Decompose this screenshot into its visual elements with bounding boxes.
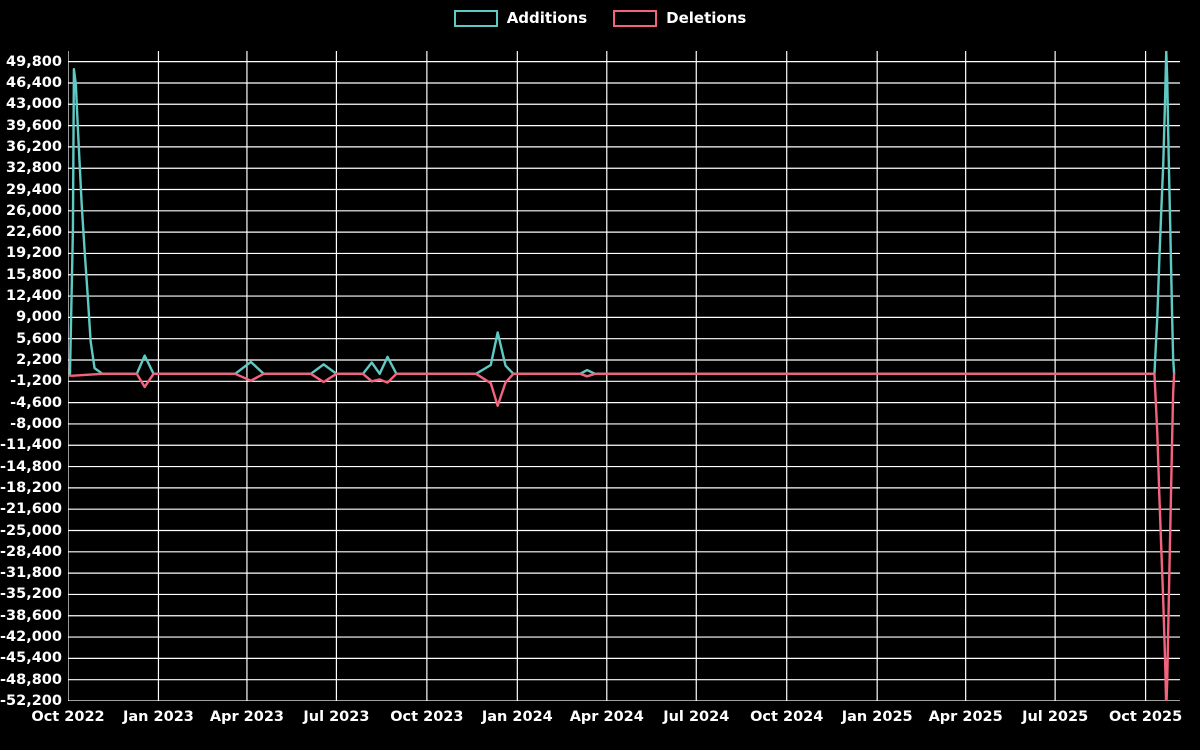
x-axis-tick-label: Apr 2024: [569, 709, 644, 725]
y-axis-tick-label: -14,800: [0, 458, 62, 475]
y-axis-tick-label: -11,400: [0, 437, 62, 453]
y-axis-tick-label: -42,000: [0, 628, 62, 645]
legend-item-additions[interactable]: Additions: [453, 9, 588, 27]
y-axis-tick-label: -4,600: [10, 394, 62, 411]
y-axis-tick-label: 43,000: [6, 96, 62, 113]
y-axis-tick-label: 5,600: [16, 330, 62, 347]
y-axis-tick-label: 36,200: [6, 138, 62, 155]
y-axis-tick-label: 22,600: [6, 223, 62, 240]
legend-swatch-deletions: [613, 9, 658, 27]
y-axis-tick-label: -21,600: [0, 500, 62, 517]
legend-swatch-additions: [453, 9, 498, 27]
y-axis-tick-label: -52,200: [0, 692, 62, 709]
x-axis-tick-label: Jul 2024: [663, 709, 730, 725]
chart-canvas: [68, 51, 1180, 701]
plot-area: [68, 51, 1180, 701]
data-series: [68, 51, 1176, 701]
y-axis-tick-label: -18,200: [0, 479, 62, 496]
chart-legend: Additions Deletions: [0, 0, 1200, 36]
x-axis-tick-label: Jan 2025: [841, 709, 913, 725]
x-axis-tick-label: Apr 2025: [928, 709, 1003, 725]
y-axis-tick-label: -28,400: [0, 543, 62, 560]
x-axis-tick-label: Jan 2023: [122, 709, 194, 725]
y-axis-tick-label: 12,400: [6, 287, 62, 304]
y-axis-tick-label: 29,400: [6, 181, 62, 198]
x-axis-tick-label: Oct 2023: [390, 709, 464, 725]
x-axis-tick-label: Jul 2025: [1022, 709, 1089, 725]
x-axis-tick-label: Jul 2023: [303, 709, 370, 725]
y-axis-tick-label: -25,000: [0, 522, 62, 539]
grid-lines: [68, 51, 1180, 701]
y-axis-tick-label: 19,200: [6, 245, 62, 262]
x-axis-tick-label: Oct 2024: [750, 709, 824, 725]
y-axis-tick-label: 39,600: [6, 117, 62, 134]
y-axis-tick-label: 9,000: [16, 309, 62, 326]
x-axis-tick-label: Oct 2022: [31, 709, 105, 725]
x-axis-tick-label: Apr 2023: [209, 709, 285, 725]
y-axis-tick-label: -38,600: [0, 607, 62, 624]
y-axis-tick-label: 15,800: [6, 266, 62, 283]
y-axis-tick-label: -45,400: [0, 650, 62, 667]
y-axis-tick-label: 26,000: [6, 202, 62, 219]
y-axis-tick-label: 2,200: [16, 351, 62, 368]
legend-item-deletions[interactable]: Deletions: [613, 9, 746, 27]
y-axis-tick-label: -48,800: [0, 671, 62, 688]
y-axis-tick-label: 46,400: [6, 74, 62, 91]
x-axis-tick-label: Oct 2025: [1108, 709, 1183, 725]
y-axis-tick-label: -8,000: [10, 415, 62, 432]
series-line-deletions: [68, 372, 1176, 701]
legend-label-deletions: Deletions: [666, 9, 747, 27]
y-axis-tick-label: -35,200: [0, 586, 62, 603]
y-axis-tick-label: -1,200: [10, 373, 62, 390]
legend-label-additions: Additions: [506, 9, 588, 27]
x-axis-tick-label: Jan 2024: [481, 709, 553, 725]
y-axis-tick-label: -31,800: [0, 564, 62, 581]
y-axis-tick-label: 49,800: [6, 53, 62, 70]
series-line-additions: [68, 51, 1176, 376]
y-axis-tick-label: 32,800: [6, 159, 62, 176]
